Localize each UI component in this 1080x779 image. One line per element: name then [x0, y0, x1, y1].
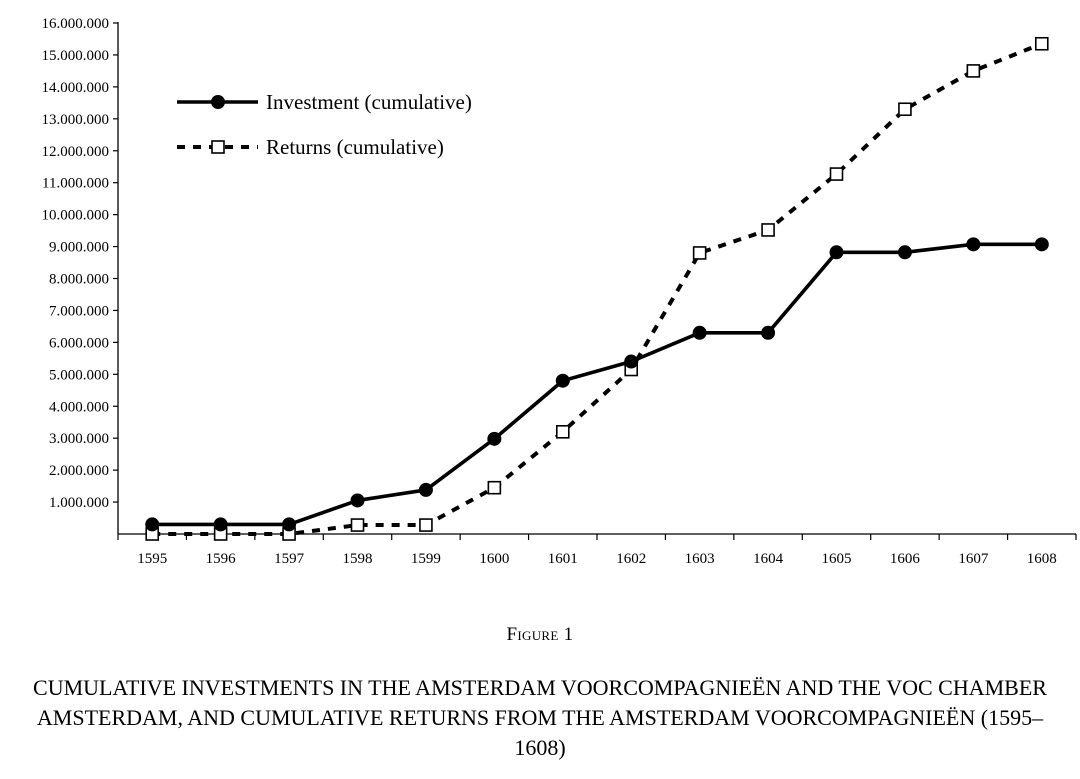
- series-line-investment: [152, 242, 1042, 527]
- x-axis: 1595 1596 1597 1598 1599 1600 1601 1602 1603 1604…: [117, 533, 1077, 567]
- y-tick-label: 9.000.000: [49, 240, 109, 256]
- x-tick-label: 1605: [822, 551, 852, 567]
- x-tick-label: 1600: [479, 551, 509, 567]
- data-point-investment: [897, 245, 912, 260]
- legend-item-investment: Investment (cumulative): [177, 90, 472, 114]
- figure-label: Figure 1: [506, 624, 574, 645]
- y-tick-label: 16.000.000: [42, 16, 110, 32]
- data-point-investment: [692, 325, 707, 340]
- x-tick-label: 1595: [137, 551, 167, 567]
- y-tick-label: 1.000.000: [49, 495, 109, 511]
- y-tick-label: 7.000.000: [49, 303, 109, 319]
- y-tick-label: 15.000.000: [42, 48, 110, 64]
- series-layer: [145, 36, 1049, 541]
- data-point-returns: [487, 480, 502, 495]
- data-point-returns: [555, 424, 570, 439]
- legend: Investment (cumulative) Returns (cumulati…: [177, 90, 472, 159]
- x-tick-label: 1607: [958, 551, 989, 567]
- line-chart: 1.000.000 2.000.000 3.000.000 4.000.000 5.00…: [42, 16, 1077, 567]
- data-point-returns: [829, 167, 844, 181]
- series-investment: [145, 237, 1049, 532]
- y-tick-label: 4.000.000: [49, 399, 109, 415]
- data-point-investment: [829, 245, 844, 260]
- data-point-returns: [419, 518, 433, 532]
- x-tick-label: 1598: [343, 551, 373, 567]
- y-tick-label: 12.000.000: [42, 144, 110, 160]
- y-tick-label: 2.000.000: [49, 463, 109, 479]
- x-tick-label: 1603: [685, 551, 715, 567]
- x-tick-label: 1606: [890, 551, 921, 567]
- data-point-investment: [418, 482, 433, 497]
- y-tick-label: 3.000.000: [49, 431, 109, 447]
- data-point-returns: [1034, 36, 1049, 51]
- data-point-returns: [966, 64, 981, 78]
- data-point-returns: [692, 246, 707, 260]
- data-point-investment: [145, 517, 160, 532]
- legend-item-returns: Returns (cumulative): [177, 135, 444, 159]
- legend-label-investment: Investment (cumulative): [266, 90, 472, 114]
- data-point-returns: [761, 223, 775, 237]
- data-point-investment: [1034, 237, 1049, 252]
- data-point-investment: [966, 237, 981, 252]
- x-tick-label: 1596: [206, 551, 237, 567]
- y-axis: 1.000.000 2.000.000 3.000.000 4.000.000 5.00…: [42, 16, 119, 534]
- legend-marker-investment: [211, 95, 225, 109]
- data-point-investment: [555, 373, 570, 388]
- x-tick-label: 1601: [548, 551, 578, 567]
- series-line-returns: [152, 41, 1043, 536]
- x-tick-label: 1604: [753, 551, 784, 567]
- data-point-investment: [282, 517, 297, 532]
- data-point-investment: [624, 354, 639, 369]
- figure-caption: CUMULATIVE INVESTMENTS IN THE AMSTERDAM …: [33, 675, 1047, 760]
- y-tick-label: 13.000.000: [42, 112, 110, 128]
- x-tick-label: 1597: [274, 551, 305, 567]
- y-tick-label: 10.000.000: [42, 208, 110, 224]
- y-tick-label: 8.000.000: [49, 272, 109, 288]
- data-point-returns: [350, 518, 365, 532]
- data-point-investment: [213, 517, 228, 532]
- data-point-investment: [761, 325, 776, 340]
- y-tick-label: 5.000.000: [49, 367, 109, 383]
- y-tick-label: 6.000.000: [49, 335, 109, 351]
- legend-label-returns: Returns (cumulative): [266, 135, 444, 159]
- data-point-investment: [487, 431, 502, 446]
- x-tick-label: 1608: [1027, 551, 1057, 567]
- y-tick-label: 14.000.000: [42, 80, 110, 96]
- series-returns: [145, 36, 1049, 541]
- data-point-investment: [350, 493, 365, 508]
- x-tick-label: 1599: [411, 551, 441, 567]
- x-tick-label: 1602: [616, 551, 646, 567]
- y-tick-label: 11.000.000: [42, 176, 109, 192]
- legend-marker-returns: [211, 140, 225, 154]
- data-point-returns: [898, 102, 912, 117]
